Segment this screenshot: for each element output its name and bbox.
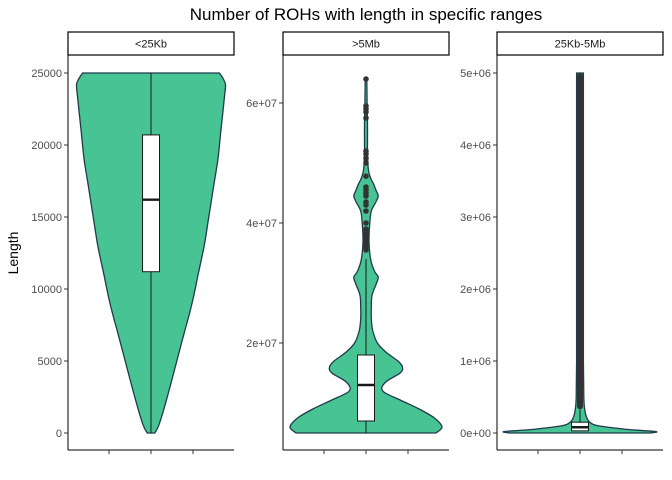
y-axis-label: Length [5, 232, 21, 275]
y-tick-label: 0 [56, 428, 62, 440]
y-tick-label: 0e+00 [460, 428, 491, 440]
outlier-band [577, 73, 583, 410]
y-tick-label: 6e+07 [246, 98, 277, 110]
facet-strip [496, 31, 664, 56]
y-tick-label: 5000 [38, 356, 62, 368]
outlier-point [363, 202, 369, 208]
chart-title: Number of ROHs with length in specific r… [190, 5, 542, 24]
y-tick-label: 5e+06 [460, 68, 491, 80]
outlier-point [363, 247, 369, 253]
facet-strip-label: >5Mb [352, 39, 380, 51]
box-iqr [357, 354, 375, 422]
facet-strip-label: <25Kb [135, 39, 167, 51]
outlier-point [363, 155, 369, 161]
y-tick-label: 4e+07 [246, 218, 277, 230]
facet-panel: 25Kb-5Mb 0e+00 1e+06 2e+06 3e+06 4e+06 5e+06 [460, 31, 664, 454]
y-tick-label: 1e+06 [460, 356, 491, 368]
y-tick-label: 15000 [31, 212, 62, 224]
outlier-point [363, 76, 369, 82]
y-tick-label: 2e+07 [246, 338, 277, 350]
outlier-point [363, 208, 369, 214]
outlier-point [363, 151, 369, 157]
outlier-point [363, 193, 369, 199]
y-tick-label: 25000 [31, 68, 62, 80]
outlier-point [363, 109, 369, 115]
y-tick-label: 20000 [31, 140, 62, 152]
y-tick-label: 2e+06 [460, 284, 491, 296]
facet-panels: <25Kb 0 5000 10000 15000 20000 25000 >5Mb 2e+07 4… [31, 31, 664, 454]
y-tick-label: 4e+06 [460, 140, 491, 152]
y-tick-label: 3e+06 [460, 212, 491, 224]
outlier-point [363, 173, 369, 179]
box-iqr [142, 134, 160, 273]
outlier-point [363, 115, 369, 121]
facet-strip [67, 31, 235, 56]
outlier-point [363, 220, 369, 226]
outlier-point [363, 160, 369, 166]
facet-panel: >5Mb 2e+07 4e+07 6e+07 [246, 31, 450, 454]
facet-strip-label: 25Kb-5Mb [555, 39, 606, 51]
facet-strip [282, 31, 450, 56]
facet-panel: <25Kb 0 5000 10000 15000 20000 25000 [31, 31, 235, 454]
y-tick-label: 10000 [31, 284, 62, 296]
